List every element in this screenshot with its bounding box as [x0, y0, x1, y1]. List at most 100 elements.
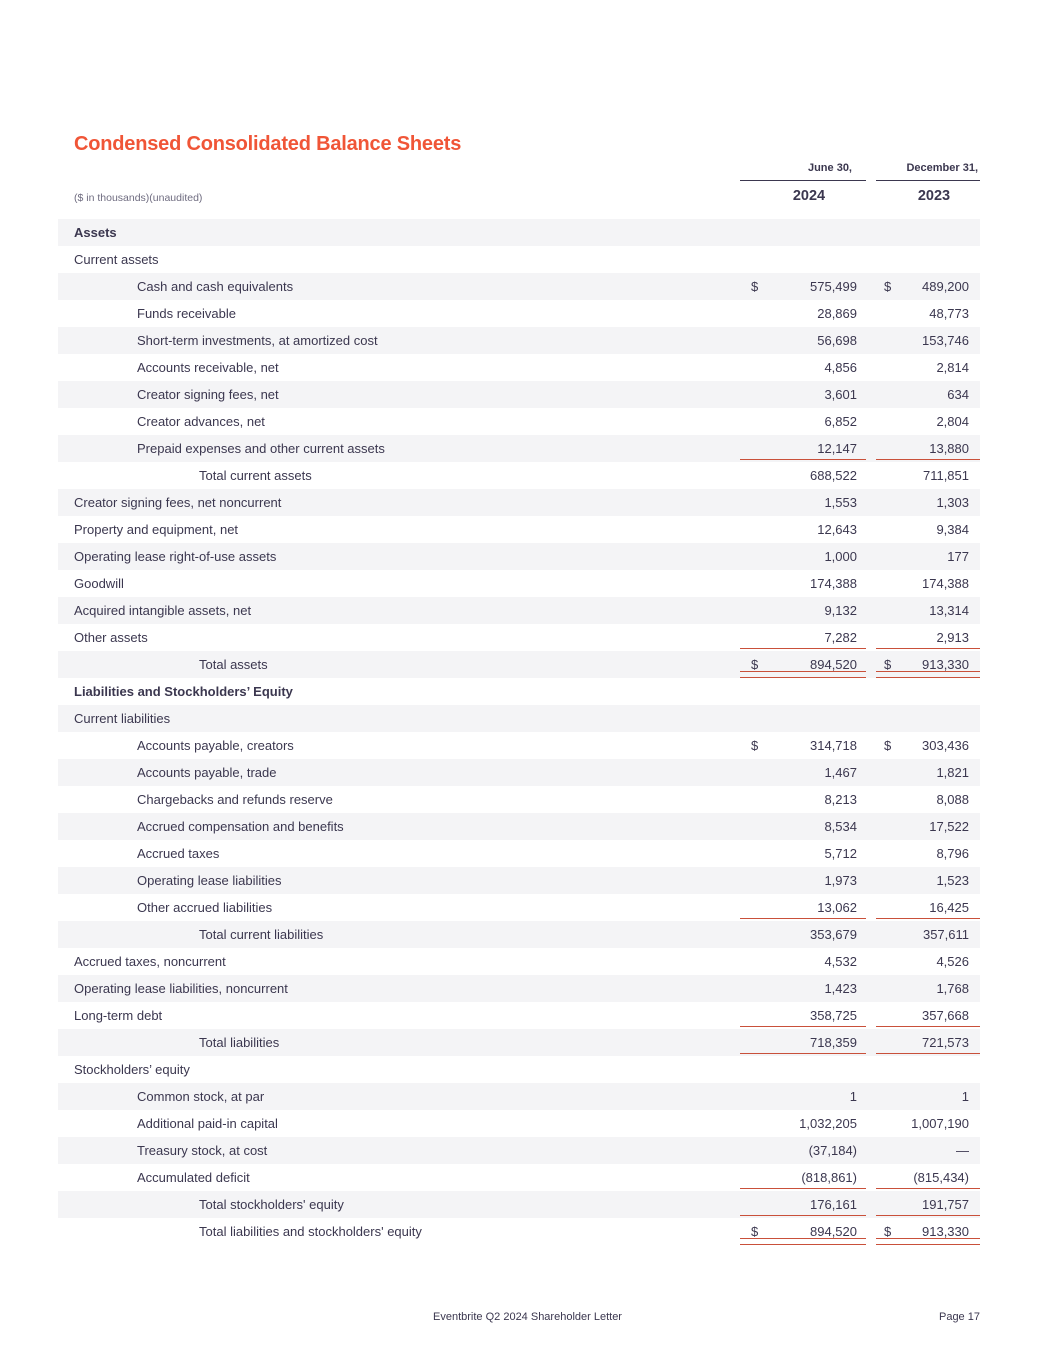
table-row: Total liabilities 718,359 721,573 — [58, 1029, 980, 1056]
value: 1,523 — [936, 873, 969, 888]
value-cell: 13,314 — [876, 597, 980, 624]
dollar-sign: $ — [751, 738, 759, 753]
value: 8,534 — [824, 819, 857, 834]
value-cell: 7,282 — [740, 624, 866, 651]
table-row: Creator signing fees, net noncurrent 1,55… — [58, 489, 980, 516]
value: 1,000 — [824, 549, 857, 564]
value-cell: 1,000 — [740, 543, 866, 570]
value-cell — [876, 1056, 980, 1083]
row-label: Short-term investments, at amortized cos… — [137, 333, 378, 348]
value: 894,520 — [810, 1224, 857, 1239]
value-cell: 353,679 — [740, 921, 866, 948]
row-label: Funds receivable — [137, 306, 236, 321]
value: 721,573 — [922, 1035, 969, 1050]
value: 12,147 — [817, 441, 857, 456]
value-cell: 711,851 — [876, 462, 980, 489]
value: 2,913 — [936, 630, 969, 645]
table-row: Accounts payable, trade 1,467 1,821 — [58, 759, 980, 786]
value-cell: 4,532 — [740, 948, 866, 975]
value-cell: (37,184) — [740, 1137, 866, 1164]
table-row: Chargebacks and refunds reserve 8,213 8,08… — [58, 786, 980, 813]
row-label: Accumulated deficit — [137, 1170, 250, 1185]
value: 7,282 — [824, 630, 857, 645]
row-label: Total stockholders' equity — [199, 1197, 344, 1212]
row-label: Operating lease liabilities, noncurrent — [74, 981, 288, 996]
row-label: Goodwill — [74, 576, 124, 591]
value-cell: 174,388 — [876, 570, 980, 597]
value: 575,499 — [810, 279, 857, 294]
value: 1,553 — [824, 495, 857, 510]
page-number-value: 17 — [967, 1311, 980, 1323]
value: 894,520 — [810, 657, 857, 672]
value: 2,814 — [936, 360, 969, 375]
value: 9,132 — [824, 603, 857, 618]
value: 153,746 — [922, 333, 969, 348]
row-label: Other accrued liabilities — [137, 900, 273, 915]
value: 13,314 — [929, 603, 969, 618]
row-label: Total current assets — [199, 468, 312, 483]
table-row: Current liabilities — [58, 705, 980, 732]
table-row: Other assets 7,282 2,913 — [58, 624, 980, 651]
value-cell: 191,757 — [876, 1191, 980, 1218]
value-cell — [740, 678, 866, 705]
value-cell: 1,303 — [876, 489, 980, 516]
value-cell — [876, 246, 980, 273]
column-header-2023: December 31, 2023 — [876, 162, 980, 212]
row-label: Assets — [74, 225, 117, 240]
row-label: Stockholders’ equity — [74, 1062, 190, 1077]
row-label: Total assets — [199, 657, 268, 672]
value-cell: $913,330 — [876, 651, 980, 678]
value-cell: 2,804 — [876, 408, 980, 435]
table-row: Long-term debt 358,725 357,668 — [58, 1002, 980, 1029]
table-row: Accrued taxes 5,712 8,796 — [58, 840, 980, 867]
value: (37,184) — [808, 1143, 857, 1158]
value-cell: 176,161 — [740, 1191, 866, 1218]
value-cell: 634 — [876, 381, 980, 408]
value: 1,821 — [936, 765, 969, 780]
row-label: Common stock, at par — [137, 1089, 265, 1104]
column-header-rule-2 — [876, 180, 980, 181]
table-row: Short-term investments, at amortized cos… — [58, 327, 980, 354]
page-label: Page — [938, 1311, 965, 1323]
table-row: Operating lease liabilities, noncurrent 1… — [58, 975, 980, 1002]
column-header-rule-1 — [740, 180, 866, 181]
value: 12,643 — [817, 522, 857, 537]
column-year-1: 2024 — [792, 188, 826, 204]
value-cell: 174,388 — [740, 570, 866, 597]
value: 489,200 — [922, 279, 969, 294]
value: 4,856 — [824, 360, 857, 375]
value-cell: 56,698 — [740, 327, 866, 354]
page-content: Condensed Consolidated Balance Sheets ($… — [58, 133, 980, 1245]
value: 5,712 — [824, 846, 857, 861]
row-label: Total current liabilities — [199, 927, 324, 942]
value-cell: 9,132 — [740, 597, 866, 624]
value-cell: 28,869 — [740, 300, 866, 327]
row-label: Creator signing fees, net — [137, 387, 279, 402]
value: 3,601 — [824, 387, 857, 402]
value: 358,725 — [810, 1008, 857, 1023]
value-cell: — — [876, 1137, 980, 1164]
row-label: Current liabilities — [74, 711, 171, 726]
table-row: Total current liabilities 353,679 357,611 — [58, 921, 980, 948]
row-label: Total liabilities — [199, 1035, 280, 1050]
value: (815,434) — [913, 1170, 969, 1185]
table-row: Accrued taxes, noncurrent 4,532 4,526 — [58, 948, 980, 975]
value: 634 — [947, 387, 969, 402]
value: 1 — [849, 1089, 857, 1104]
value: 1,007,190 — [911, 1116, 969, 1131]
value-cell: 17,522 — [876, 813, 980, 840]
value: 913,330 — [922, 657, 969, 672]
table-row: Additional paid-in capital 1,032,205 1,007… — [58, 1110, 980, 1137]
row-label: Liabilities and Stockholders’ Equity — [74, 684, 293, 699]
row-label: Other assets — [74, 630, 148, 645]
value-cell: 4,526 — [876, 948, 980, 975]
value: 718,359 — [810, 1035, 857, 1050]
value: 303,436 — [922, 738, 969, 753]
value-cell: $913,330 — [876, 1218, 980, 1245]
value: 6,852 — [824, 414, 857, 429]
dollar-sign: $ — [884, 279, 892, 294]
value-cell: 6,852 — [740, 408, 866, 435]
value-cell: 1,768 — [876, 975, 980, 1002]
value-cell: 721,573 — [876, 1029, 980, 1056]
value-cell: 8,534 — [740, 813, 866, 840]
